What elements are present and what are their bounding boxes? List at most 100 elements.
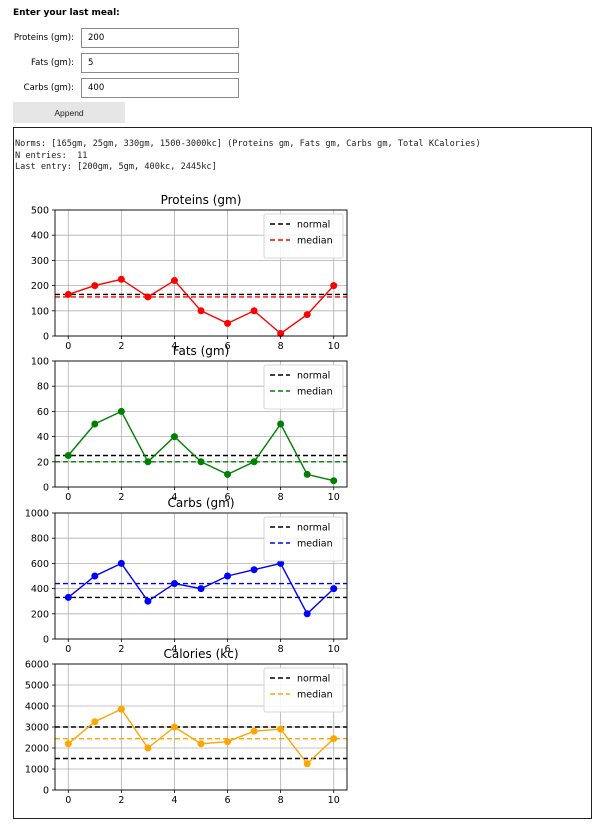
carbs-y-tick-label: 1000 xyxy=(25,509,49,520)
proteins-input[interactable] xyxy=(81,28,239,48)
fats-data-point xyxy=(303,470,311,478)
output-text: Norms: [165gm, 25gm, 330gm, 1500-3000kc]… xyxy=(15,139,481,174)
fats-y-tick-label: 80 xyxy=(37,382,49,393)
proteins-data-point xyxy=(330,282,338,290)
fats-input[interactable] xyxy=(81,53,239,73)
fats-data-point xyxy=(170,433,178,441)
proteins-data-point xyxy=(91,282,99,290)
proteins-x-tick-label: 2 xyxy=(118,341,124,352)
calories-data-point xyxy=(277,725,285,733)
proteins-legend-label: normal xyxy=(297,220,330,231)
fats-series-line xyxy=(67,410,334,482)
proteins-x-tick-label: 4 xyxy=(171,341,177,352)
fats-y-tick-label: 20 xyxy=(37,457,49,468)
calories-series-line xyxy=(67,708,335,765)
proteins-plot-frame xyxy=(54,209,348,337)
fats-x-tick-label: 2 xyxy=(118,492,124,503)
carbs-y-tick-label: 600 xyxy=(31,559,49,570)
carbs-data-point xyxy=(197,585,205,593)
fats-x-tick-label: 8 xyxy=(278,492,284,503)
calories-y-tick-label: 6000 xyxy=(25,660,49,671)
fats-data-point xyxy=(91,420,99,428)
fats-data-point xyxy=(64,452,72,459)
carbs-legend-label: median xyxy=(297,539,333,550)
fats-data-point xyxy=(117,407,125,415)
calories-y-tick-label: 3000 xyxy=(25,723,49,734)
carbs-x-tick-label: 10 xyxy=(328,644,340,655)
carbs-legend-box xyxy=(263,516,344,562)
proteins-y-tick-label: 100 xyxy=(31,306,49,317)
norms-line: Norms: [165gm, 25gm, 330gm, 1500-3000kc]… xyxy=(15,139,481,149)
fats-x-tick-label: 10 xyxy=(328,492,340,503)
carbs-input[interactable] xyxy=(81,78,239,98)
calories-y-tick-label: 5000 xyxy=(25,681,49,692)
proteins-data-point xyxy=(250,307,258,315)
proteins-x-tick-label: 8 xyxy=(278,341,284,352)
fats-legend-box xyxy=(263,364,344,410)
carbs-y-tick-label: 800 xyxy=(31,534,49,545)
carbs-data-point xyxy=(330,585,338,593)
calories-y-tick-label: 4000 xyxy=(25,702,49,713)
fats-y-tick-label: 0 xyxy=(43,483,49,494)
calories-x-tick-label: 2 xyxy=(118,795,124,806)
calories-data-point xyxy=(303,760,311,768)
entries-line: N entries: 11 xyxy=(15,150,88,161)
carbs-data-point xyxy=(144,597,152,605)
calories-x-tick-label: 10 xyxy=(328,795,340,806)
carbs-chart: 0 2 4 6 8 10 0 200 400 600 800 1000 Carbs (gm) normal… xyxy=(25,496,348,655)
append-button[interactable]: Append xyxy=(13,102,125,123)
proteins-chart-title: Proteins (gm) xyxy=(161,193,242,207)
proteins-y-tick-label: 300 xyxy=(31,256,49,267)
carbs-label: Carbs (gm): xyxy=(23,83,74,93)
proteins-label: Proteins (gm): xyxy=(13,33,74,43)
proteins-y-tick-label: 400 xyxy=(31,231,49,242)
calories-legend-label: median xyxy=(297,690,333,701)
proteins-x-tick-label: 10 xyxy=(328,341,340,352)
proteins-y-tick-label: 500 xyxy=(31,206,49,217)
carbs-legend-label: normal xyxy=(297,523,330,534)
proteins-series-line xyxy=(68,278,335,335)
calories-chart-title: Calories (kc) xyxy=(163,647,238,661)
proteins-legend-box xyxy=(263,213,344,259)
carbs-y-tick-label: 0 xyxy=(43,635,49,646)
fats-data-point xyxy=(250,458,258,466)
calories-x-tick-label: 8 xyxy=(278,795,284,806)
calories-data-point xyxy=(91,718,99,726)
calories-x-tick-label: 4 xyxy=(171,795,177,806)
proteins-data-point xyxy=(277,329,285,337)
calories-legend-box xyxy=(263,667,344,713)
carbs-data-point xyxy=(170,580,178,588)
proteins-x-tick-label: 0 xyxy=(65,341,71,352)
carbs-x-tick-label: 2 xyxy=(118,644,124,655)
calories-data-point xyxy=(330,735,338,743)
proteins-data-point xyxy=(144,293,152,301)
carbs-data-point xyxy=(64,593,72,601)
carbs-y-tick-label: 400 xyxy=(31,584,49,595)
fats-x-tick-label: 0 xyxy=(65,492,71,503)
proteins-data-point xyxy=(117,275,125,283)
fats-chart-title: Fats (gm) xyxy=(173,344,230,358)
form-title: Enter your last meal: xyxy=(13,8,120,18)
fats-legend-label: median xyxy=(297,387,333,398)
carbs-data-point xyxy=(224,572,232,580)
proteins-data-point xyxy=(64,290,72,298)
carbs-data-point xyxy=(117,559,125,567)
last-entry-line: Last entry: [200gm, 5gm, 400kc, 2445kc] xyxy=(15,162,217,172)
carbs-x-tick-label: 4 xyxy=(171,644,177,655)
proteins-data-point xyxy=(197,307,205,315)
fats-y-tick-label: 100 xyxy=(31,357,49,368)
fats-x-tick-label: 6 xyxy=(225,492,231,503)
carbs-data-point xyxy=(277,559,285,567)
calories-legend-label: normal xyxy=(297,674,330,685)
proteins-x-tick-label: 6 xyxy=(225,341,231,352)
carbs-x-tick-label: 6 xyxy=(225,644,231,655)
carbs-x-tick-label: 8 xyxy=(278,644,284,655)
proteins-data-point xyxy=(170,277,178,285)
proteins-data-point xyxy=(224,319,232,327)
fats-data-point xyxy=(197,458,205,466)
calories-data-point xyxy=(64,740,72,748)
fats-data-point xyxy=(330,477,338,485)
calories-data-point xyxy=(197,740,205,748)
